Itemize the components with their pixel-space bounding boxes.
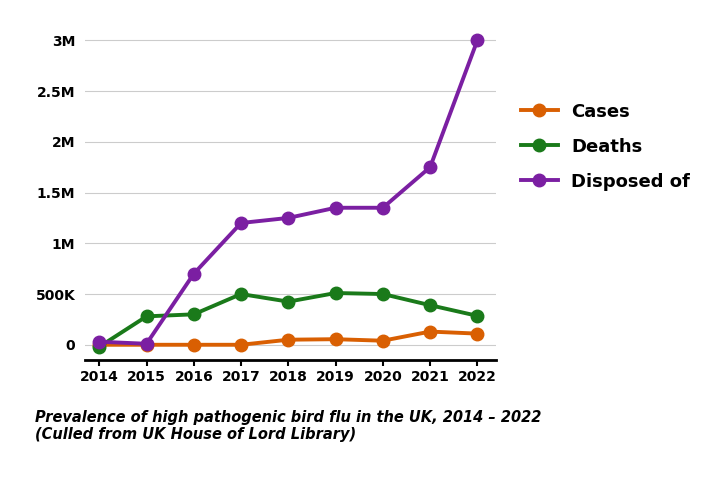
Legend: Cases, Deaths, Disposed of: Cases, Deaths, Disposed of xyxy=(521,103,690,191)
Text: Prevalence of high pathogenic bird flu in the UK, 2014 – 2022
(Culled from UK Ho: Prevalence of high pathogenic bird flu i… xyxy=(35,410,542,442)
